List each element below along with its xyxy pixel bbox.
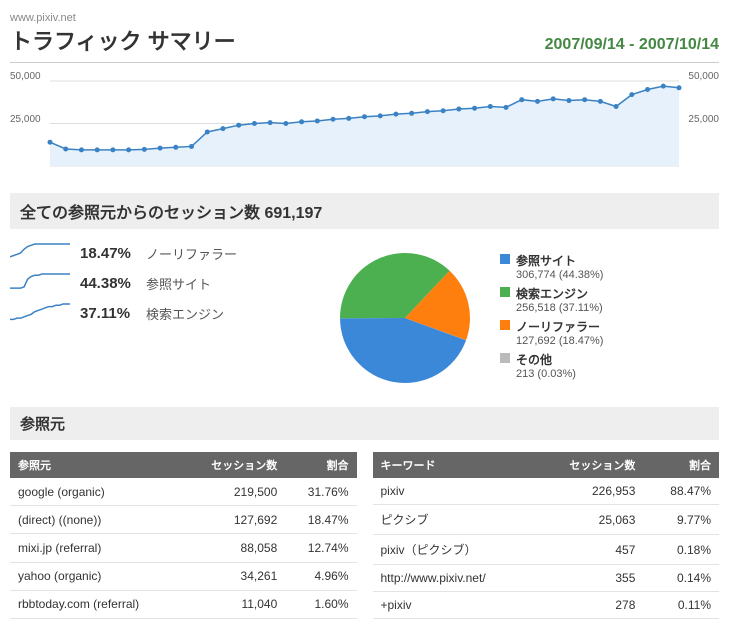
col-sessions: セッション数 bbox=[534, 452, 643, 478]
sources-and-pie: 18.47% ノーリファラー 44.38% 参照サイト 37.11% 検索エンジン 参照サ… bbox=[10, 243, 719, 393]
cell-sessions: 127,692 bbox=[182, 506, 285, 534]
site-url: www.pixiv.net bbox=[10, 12, 719, 24]
source-label: 検索エンジン bbox=[146, 304, 224, 323]
pie-legend-sub: 213 (0.03%) bbox=[516, 368, 576, 380]
summary-text: 全ての参照元からのセッション数 bbox=[20, 205, 264, 222]
pie-legend-row: 検索エンジン256,518 (37.11%) bbox=[500, 285, 603, 314]
source-label: ノーリファラー bbox=[146, 244, 237, 263]
cell-name: pixiv bbox=[373, 478, 535, 505]
referrers-table: 参照元 セッション数 割合 google (organic)219,50031.… bbox=[10, 452, 357, 619]
cell-ratio: 1.60% bbox=[285, 590, 356, 618]
col-sessions: セッション数 bbox=[182, 452, 285, 478]
section-heading-referrers: 参照元 bbox=[10, 407, 719, 440]
table-row: mixi.jp (referral)88,05812.74% bbox=[10, 534, 357, 562]
sparkline bbox=[10, 273, 70, 293]
cell-ratio: 0.11% bbox=[643, 592, 719, 619]
axis-label: 25,000 bbox=[10, 114, 41, 125]
table-row: (direct) ((none))127,69218.47% bbox=[10, 506, 357, 534]
cell-name: http://www.pixiv.net/ bbox=[373, 565, 535, 592]
pie-legend-sub: 127,692 (18.47%) bbox=[516, 335, 603, 347]
cell-ratio: 9.77% bbox=[643, 505, 719, 535]
pie-legend-title: 参照サイト bbox=[516, 252, 603, 269]
cell-name: yahoo (organic) bbox=[10, 562, 182, 590]
cell-ratio: 0.18% bbox=[643, 535, 719, 565]
pie-legend-title: 検索エンジン bbox=[516, 285, 603, 302]
pie-legend-sub: 256,518 (37.11%) bbox=[516, 302, 603, 314]
sparkline bbox=[10, 303, 70, 323]
source-row: 18.47% ノーリファラー bbox=[10, 243, 310, 263]
area-chart-svg bbox=[10, 71, 719, 181]
date-range: 2007/09/14 - 2007/10/14 bbox=[545, 36, 719, 54]
cell-sessions: 457 bbox=[534, 535, 643, 565]
table-row: http://www.pixiv.net/3550.14% bbox=[373, 565, 720, 592]
traffic-area-chart: 50,000 50,000 25,000 25,000 bbox=[10, 71, 719, 181]
col-ratio: 割合 bbox=[643, 452, 719, 478]
summary-value: 691,197 bbox=[264, 205, 322, 222]
cell-name: mixi.jp (referral) bbox=[10, 534, 182, 562]
cell-ratio: 31.76% bbox=[285, 478, 356, 506]
table-row: ピクシブ25,0639.77% bbox=[373, 505, 720, 535]
col-ratio: 割合 bbox=[285, 452, 356, 478]
source-pct: 18.47% bbox=[80, 245, 136, 262]
cell-name: (direct) ((none)) bbox=[10, 506, 182, 534]
cell-ratio: 4.96% bbox=[285, 562, 356, 590]
pie-legend-title: ノーリファラー bbox=[516, 318, 603, 335]
cell-ratio: 0.14% bbox=[643, 565, 719, 592]
table-row: rbbtoday.com (referral)11,0401.60% bbox=[10, 590, 357, 618]
tables-row: 参照元 セッション数 割合 google (organic)219,50031.… bbox=[10, 452, 719, 619]
cell-sessions: 226,953 bbox=[534, 478, 643, 505]
pie-legend-sub: 306,774 (44.38%) bbox=[516, 269, 603, 281]
cell-sessions: 219,500 bbox=[182, 478, 285, 506]
cell-name: google (organic) bbox=[10, 478, 182, 506]
col-source: 参照元 bbox=[10, 452, 182, 478]
cell-name: rbbtoday.com (referral) bbox=[10, 590, 182, 618]
col-keyword: キーワード bbox=[373, 452, 535, 478]
page-title: トラフィック サマリー bbox=[10, 24, 236, 56]
cell-name: ピクシブ bbox=[373, 505, 535, 535]
cell-sessions: 355 bbox=[534, 565, 643, 592]
axis-label: 50,000 bbox=[688, 71, 719, 82]
source-pct: 37.11% bbox=[80, 305, 136, 322]
pie-legend: 参照サイト306,774 (44.38%) 検索エンジン256,518 (37.1… bbox=[500, 252, 603, 384]
cell-sessions: 88,058 bbox=[182, 534, 285, 562]
pie-legend-row: その他213 (0.03%) bbox=[500, 351, 603, 380]
table-row: yahoo (organic)34,2614.96% bbox=[10, 562, 357, 590]
pie-legend-title: その他 bbox=[516, 351, 576, 368]
cell-sessions: 25,063 bbox=[534, 505, 643, 535]
table-row: pixiv（ピクシブ）4570.18% bbox=[373, 535, 720, 565]
axis-label: 50,000 bbox=[10, 71, 41, 82]
table-row: pixiv226,95388.47% bbox=[373, 478, 720, 505]
cell-name: pixiv（ピクシブ） bbox=[373, 535, 535, 565]
sparkline bbox=[10, 243, 70, 263]
table-row: google (organic)219,50031.76% bbox=[10, 478, 357, 506]
source-label: 参照サイト bbox=[146, 274, 211, 293]
source-pct: 44.38% bbox=[80, 275, 136, 292]
axis-label: 25,000 bbox=[688, 114, 719, 125]
pie-swatch bbox=[500, 320, 510, 330]
header: トラフィック サマリー 2007/09/14 - 2007/10/14 bbox=[10, 24, 719, 63]
pie-legend-row: 参照サイト306,774 (44.38%) bbox=[500, 252, 603, 281]
cell-ratio: 12.74% bbox=[285, 534, 356, 562]
pie-column: 参照サイト306,774 (44.38%) 検索エンジン256,518 (37.1… bbox=[330, 243, 719, 393]
table-row: +pixiv2780.11% bbox=[373, 592, 720, 619]
cell-ratio: 88.47% bbox=[643, 478, 719, 505]
source-row: 37.11% 検索エンジン bbox=[10, 303, 310, 323]
cell-sessions: 11,040 bbox=[182, 590, 285, 618]
pie-swatch bbox=[500, 287, 510, 297]
cell-ratio: 18.47% bbox=[285, 506, 356, 534]
pie-legend-row: ノーリファラー127,692 (18.47%) bbox=[500, 318, 603, 347]
cell-sessions: 34,261 bbox=[182, 562, 285, 590]
pie-swatch bbox=[500, 254, 510, 264]
keywords-table: キーワード セッション数 割合 pixiv226,95388.47%ピクシブ25… bbox=[373, 452, 720, 619]
cell-name: +pixiv bbox=[373, 592, 535, 619]
source-list: 18.47% ノーリファラー 44.38% 参照サイト 37.11% 検索エンジン bbox=[10, 243, 310, 393]
pie-chart bbox=[330, 243, 480, 393]
source-row: 44.38% 参照サイト bbox=[10, 273, 310, 293]
cell-sessions: 278 bbox=[534, 592, 643, 619]
summary-bar: 全ての参照元からのセッション数 691,197 bbox=[10, 193, 719, 229]
pie-swatch bbox=[500, 353, 510, 363]
